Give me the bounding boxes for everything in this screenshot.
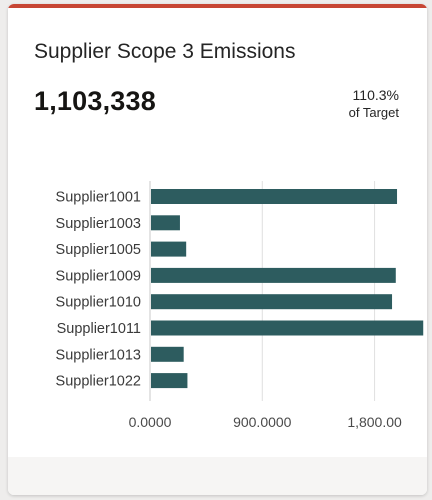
bar [151, 320, 424, 336]
category-label: Supplier1009 [56, 268, 141, 284]
kpi-value: 1,103,338 [34, 86, 156, 116]
card-accent-bar [8, 4, 427, 8]
bar-chart: Supplier1001 Supplier1003 Supplier1005 Supp… [56, 181, 424, 430]
emissions-card[interactable]: Supplier Scope 3 Emissions 1,103,338 110… [8, 4, 427, 495]
category-label: Supplier1001 [56, 190, 141, 206]
target-percent: 110.3% [352, 87, 399, 103]
bar [151, 189, 398, 204]
x-tick-label: 0.0000 [129, 414, 172, 430]
card-title: Supplier Scope 3 Emissions [34, 40, 296, 63]
category-label: Supplier1013 [56, 347, 141, 363]
bar [151, 215, 180, 231]
bar [151, 241, 187, 257]
bar [151, 294, 393, 310]
card-footer [8, 457, 427, 495]
category-label: Supplier1010 [56, 295, 141, 311]
bar [151, 346, 184, 362]
x-tick-label: 900.0000 [233, 414, 292, 430]
category-label: Supplier1011 [57, 321, 141, 337]
category-label: Supplier1003 [56, 216, 141, 232]
target-label: of Target [348, 105, 399, 120]
category-label: Supplier1005 [56, 242, 141, 258]
x-tick-label: 1,800.00 [347, 414, 402, 430]
bar [151, 373, 188, 389]
category-label: Supplier1022 [56, 374, 141, 390]
bar [151, 267, 396, 283]
